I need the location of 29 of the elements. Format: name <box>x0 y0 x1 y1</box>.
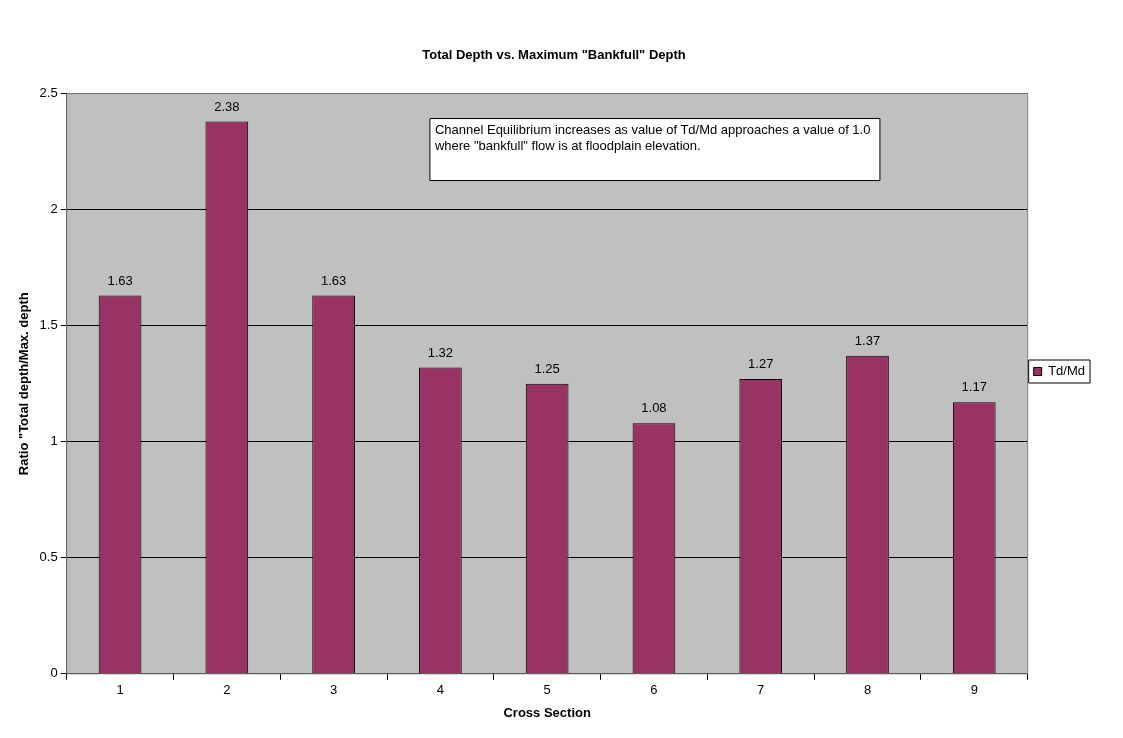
annotation: Channel Equilibrium increases as value of Td/Md approaches a value of 1.0 where "bankfull" flow is at floodplain elevation. <box>433 121 871 153</box>
data-label: 2.38 <box>214 98 240 114</box>
x-tick-label: 3 <box>330 682 338 698</box>
x-tick-label: 1 <box>116 682 124 698</box>
chart-title: Total Depth vs. Maximum "Bankfull" Depth <box>422 47 686 63</box>
data-label: 1.63 <box>320 272 347 288</box>
data-label: 1.25 <box>534 360 560 376</box>
data-label: 1.08 <box>641 400 667 416</box>
data-label: 1.17 <box>961 379 987 395</box>
y-tick-label: 2 <box>50 201 58 217</box>
x-tick-label: 2 <box>223 682 231 698</box>
x-tick-label: 7 <box>757 682 765 698</box>
x-axis-title: Cross Section <box>503 704 591 720</box>
y-tick-label: 1.5 <box>39 317 58 333</box>
data-label: 1.27 <box>748 356 774 372</box>
y-tick-label: 2.5 <box>39 85 58 101</box>
x-tick-label: 4 <box>436 682 445 698</box>
y-tick-label: 1 <box>50 433 58 449</box>
y-tick-label: 0 <box>50 665 58 681</box>
data-label: 1.63 <box>107 272 133 288</box>
data-label: 1.37 <box>854 332 881 348</box>
x-tick-label: 9 <box>970 682 978 698</box>
x-tick-label: 8 <box>863 682 872 698</box>
y-axis-title: Ratio "Total depth/Max. depth <box>16 292 32 476</box>
y-tick-label: 0.5 <box>39 549 58 565</box>
data-label: 1.32 <box>427 344 454 360</box>
legend-label: Td/Md <box>1048 363 1085 379</box>
x-tick-label: 5 <box>543 682 551 698</box>
x-tick-label: 6 <box>650 682 658 698</box>
